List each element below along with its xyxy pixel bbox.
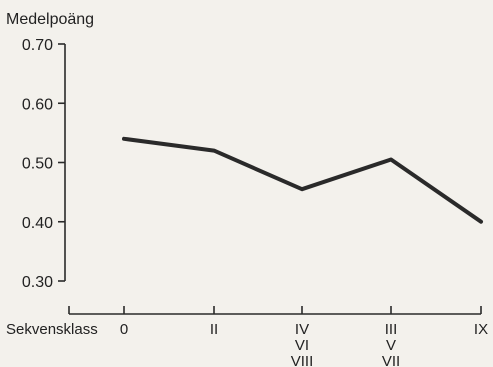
x-tick-label: VII — [382, 353, 400, 367]
x-tick-label: 0 — [120, 321, 128, 338]
y-tick-label: 0.40 — [22, 215, 53, 232]
y-tick-label: 0.30 — [22, 274, 53, 291]
y-tick-label: 0.50 — [22, 156, 53, 173]
y-axis-label: Medelpoäng — [6, 11, 94, 28]
x-tick-label: VIII — [291, 353, 314, 367]
x-tick-label: IX — [474, 321, 488, 338]
x-tick-label: III — [385, 321, 398, 338]
y-tick-label: 0.60 — [22, 96, 53, 113]
x-tick-label: V — [386, 337, 396, 354]
x-tick-label: II — [210, 321, 218, 338]
x-tick-label: IV — [295, 321, 309, 338]
x-tick-label: VI — [295, 337, 309, 354]
series-line — [122, 136, 483, 224]
y-tick-label: 0.70 — [22, 37, 53, 54]
x-axis-label: Sekvensklass — [6, 321, 98, 338]
